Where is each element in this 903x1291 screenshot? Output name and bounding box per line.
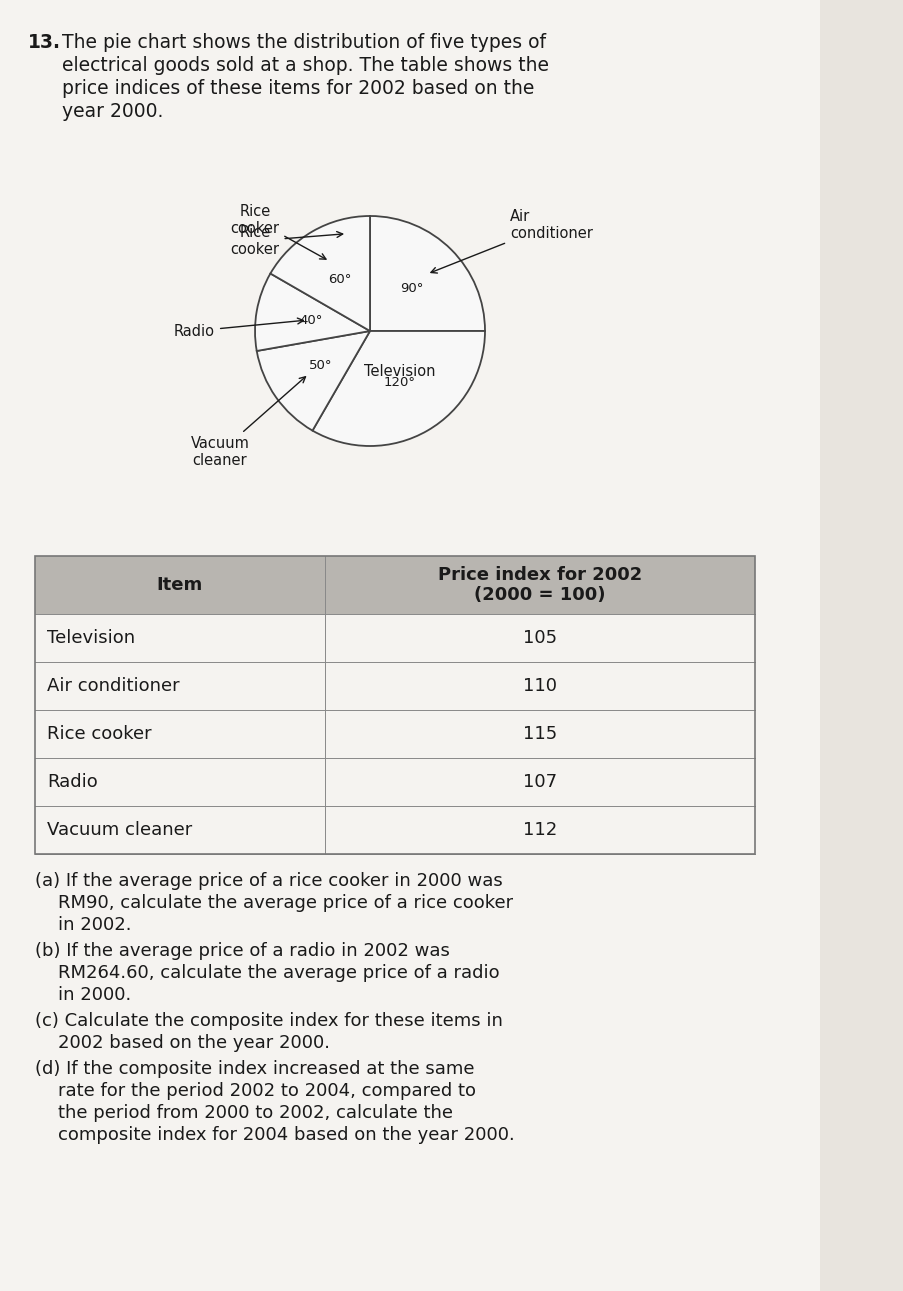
Text: 115: 115 (522, 726, 556, 744)
Text: Air
conditioner: Air conditioner (431, 209, 592, 274)
Bar (35, 556, 754, 615)
Text: Television: Television (47, 629, 135, 647)
Text: 2002 based on the year 2000.: 2002 based on the year 2000. (35, 1034, 330, 1052)
Text: 40°: 40° (299, 314, 322, 327)
Text: 50°: 50° (309, 359, 332, 372)
Text: (a) If the average price of a rice cooker in 2000 was: (a) If the average price of a rice cooke… (35, 871, 502, 889)
Text: 105: 105 (522, 629, 556, 647)
Text: price indices of these items for 2002 based on the: price indices of these items for 2002 ba… (62, 79, 534, 98)
Bar (35, 556, 754, 855)
Text: Rice
cooker: Rice cooker (230, 225, 342, 257)
Text: Radio: Radio (173, 318, 303, 338)
Text: rate for the period 2002 to 2004, compared to: rate for the period 2002 to 2004, compar… (35, 1082, 476, 1100)
Text: RM264.60, calculate the average price of a radio: RM264.60, calculate the average price of… (35, 964, 499, 982)
Text: 110: 110 (523, 676, 556, 695)
Wedge shape (312, 330, 485, 445)
Text: Vacuum cleaner: Vacuum cleaner (47, 821, 192, 839)
FancyBboxPatch shape (0, 0, 819, 1291)
Text: the period from 2000 to 2002, calculate the: the period from 2000 to 2002, calculate … (35, 1104, 452, 1122)
Wedge shape (256, 330, 369, 431)
Wedge shape (270, 216, 369, 330)
Text: Price index for 2002
(2000 = 100): Price index for 2002 (2000 = 100) (437, 565, 641, 604)
Text: year 2000.: year 2000. (62, 102, 163, 121)
Wedge shape (369, 216, 485, 330)
Text: 13.: 13. (28, 34, 61, 52)
Text: Rice
cooker: Rice cooker (230, 204, 326, 259)
Text: (d) If the composite index increased at the same: (d) If the composite index increased at … (35, 1060, 474, 1078)
Text: RM90, calculate the average price of a rice cooker: RM90, calculate the average price of a r… (35, 893, 513, 911)
Text: 107: 107 (522, 773, 556, 791)
Text: Item: Item (157, 576, 203, 594)
Text: 60°: 60° (328, 272, 351, 285)
Text: The pie chart shows the distribution of five types of: The pie chart shows the distribution of … (62, 34, 545, 52)
Text: Vacuum
cleaner: Vacuum cleaner (191, 377, 305, 469)
Text: Rice cooker: Rice cooker (47, 726, 152, 744)
Text: in 2000.: in 2000. (35, 986, 131, 1004)
Text: 112: 112 (522, 821, 556, 839)
Wedge shape (255, 274, 369, 351)
Text: Air conditioner: Air conditioner (47, 676, 180, 695)
Text: (b) If the average price of a radio in 2002 was: (b) If the average price of a radio in 2… (35, 942, 450, 961)
Text: Television: Television (364, 364, 435, 378)
Text: (c) Calculate the composite index for these items in: (c) Calculate the composite index for th… (35, 1012, 502, 1030)
Text: 120°: 120° (384, 376, 415, 390)
Text: electrical goods sold at a shop. The table shows the: electrical goods sold at a shop. The tab… (62, 56, 548, 75)
Text: Radio: Radio (47, 773, 98, 791)
Text: in 2002.: in 2002. (35, 917, 131, 933)
Text: 90°: 90° (400, 283, 424, 296)
Text: composite index for 2004 based on the year 2000.: composite index for 2004 based on the ye… (35, 1126, 514, 1144)
